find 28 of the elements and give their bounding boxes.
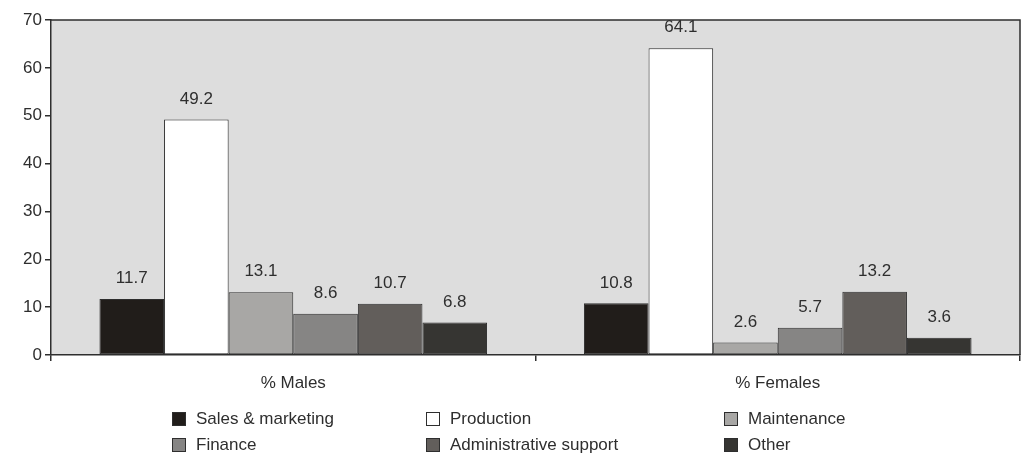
data-label: 3.6 — [927, 306, 952, 326]
y-tick-label: 40 — [23, 153, 42, 173]
y-tick-label: 50 — [23, 105, 42, 125]
y-tick-label: 30 — [23, 201, 42, 221]
data-label: 64.1 — [664, 17, 698, 37]
y-tick-label: 10 — [23, 296, 42, 316]
x-tick-label: % Males — [260, 372, 326, 392]
data-label: 13.1 — [244, 261, 278, 281]
y-tick-label: 20 — [23, 248, 42, 268]
legend-label: Production — [450, 409, 532, 429]
legend-label: Finance — [196, 435, 257, 455]
data-label: 5.7 — [798, 296, 822, 316]
data-label: 13.2 — [858, 261, 892, 281]
data-label: 6.8 — [442, 291, 467, 311]
data-label: 2.6 — [733, 311, 758, 331]
data-label: 11.7 — [115, 268, 148, 288]
legend-label: Other — [748, 435, 791, 455]
legend-label: Sales & marketing — [196, 409, 334, 429]
y-tick-label: 0 — [32, 344, 42, 364]
y-tick-label: 60 — [23, 57, 42, 77]
legend-label: Maintenance — [748, 409, 846, 429]
data-label: 10.7 — [373, 272, 407, 292]
legend-label: Administrative support — [450, 435, 619, 455]
data-label: 49.2 — [179, 88, 213, 108]
y-tick-label: 70 — [23, 9, 42, 29]
x-tick-label: % Females — [735, 372, 821, 392]
data-label: 10.8 — [599, 272, 633, 292]
data-label: 8.6 — [313, 283, 338, 303]
